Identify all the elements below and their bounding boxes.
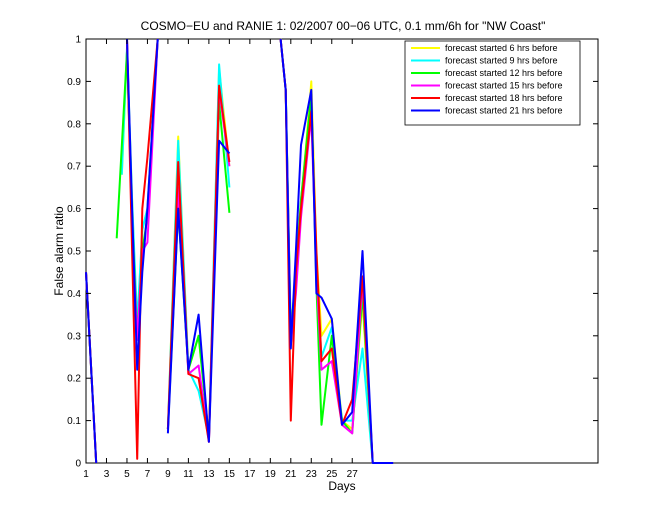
x-axis-label: Days xyxy=(328,479,355,493)
x-tick-label: 27 xyxy=(347,469,359,480)
x-tick-label: 19 xyxy=(265,469,277,480)
x-tick-label: 1 xyxy=(83,469,89,480)
x-tick-label: 23 xyxy=(306,469,318,480)
y-tick-label: 0.7 xyxy=(67,162,81,173)
series-2-line-segment-3 xyxy=(166,63,231,439)
chart-title: COSMO−EU and RANIE 1: 02/2007 00−06 UTC,… xyxy=(141,19,546,33)
legend-entry-4: forecast started 15 hrs before xyxy=(445,81,563,91)
series-5-line-segment-3 xyxy=(166,84,231,443)
x-tick-label: 5 xyxy=(124,469,130,480)
x-tick-label: 21 xyxy=(285,469,297,480)
series-6-line-segment-1 xyxy=(85,272,98,464)
x-tick-label: 15 xyxy=(224,469,236,480)
x-tick-label: 9 xyxy=(165,469,171,480)
y-tick-label: 0.6 xyxy=(67,204,81,215)
y-tick-label: 0.5 xyxy=(67,247,81,258)
legend-entry-3: forecast started 12 hrs before xyxy=(445,68,563,78)
y-tick-label: 0.3 xyxy=(67,331,81,342)
x-axis: 1 3 5 7 9 11 13 15 17 19 21 23 25 27 xyxy=(83,39,358,480)
x-tick-label: 13 xyxy=(203,469,215,480)
series-6-line-segment-4 xyxy=(279,38,394,464)
legend-entry-6: forecast started 21 hrs before xyxy=(445,106,563,116)
y-axis: 0 0.1 0.2 0.3 0.4 0.5 0.6 0.7 0.8 0.9 1 xyxy=(67,35,598,470)
legend-entry-2: forecast started 9 hrs before xyxy=(445,56,558,66)
y-axis-label: False alarm ratio xyxy=(52,206,66,296)
x-tick-label: 3 xyxy=(104,469,110,480)
y-tick-label: 0.4 xyxy=(67,289,81,300)
legend-entry-1: forecast started 6 hrs before xyxy=(445,43,558,53)
x-tick-label: 7 xyxy=(145,469,151,480)
plot-lines xyxy=(85,38,394,464)
y-tick-label: 0.8 xyxy=(67,119,81,130)
y-tick-label: 0.9 xyxy=(67,77,81,88)
x-tick-label: 17 xyxy=(244,469,256,480)
series-6-line-segment-2 xyxy=(126,38,159,371)
y-tick-label: 0.2 xyxy=(67,374,81,385)
y-tick-label: 1 xyxy=(75,35,81,46)
legend-entry-5: forecast started 18 hrs before xyxy=(445,93,563,103)
series-6-line-segment-3 xyxy=(166,139,231,443)
x-tick-label: 11 xyxy=(183,469,194,480)
y-tick-label: 0 xyxy=(75,459,81,470)
y-tick-label: 0.1 xyxy=(67,416,81,427)
legend: forecast started 6 hrs before forecast st… xyxy=(404,40,581,126)
x-tick-label: 25 xyxy=(326,469,338,480)
